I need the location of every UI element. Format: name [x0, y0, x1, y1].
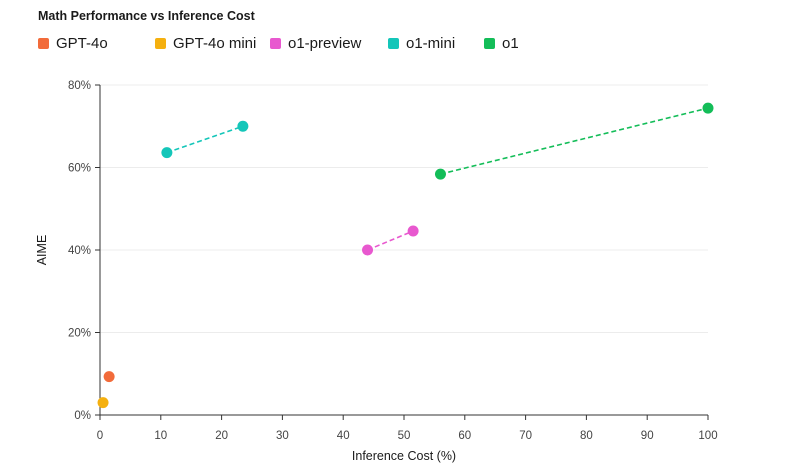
- x-tick-label-9: 90: [641, 430, 654, 442]
- legend-item-o1-preview: o1-preview: [270, 35, 388, 52]
- legend-swatch-gpt-4o-mini: [155, 38, 166, 49]
- data-point-o1-preview-0: [362, 244, 374, 256]
- x-tick-label-10: 100: [698, 430, 717, 442]
- legend-item-gpt-4o: GPT-4o: [38, 35, 155, 52]
- x-tick-label-8: 80: [580, 430, 593, 442]
- y-tick-label-2: 40%: [68, 245, 91, 257]
- y-axis-title: AIME: [35, 235, 49, 266]
- legend-swatch-o1: [484, 38, 495, 49]
- data-point-o1-mini-0: [161, 147, 173, 159]
- data-point-gpt-4o-mini-0: [97, 397, 109, 409]
- y-tick-label-1: 20%: [68, 328, 91, 340]
- x-tick-label-3: 30: [276, 430, 289, 442]
- data-point-o1-preview-1: [407, 225, 419, 237]
- chart-title: Math Performance vs Inference Cost: [38, 9, 255, 23]
- data-point-gpt-4o-0: [103, 371, 115, 383]
- legend-label-o1-mini: o1-mini: [406, 35, 456, 52]
- data-point-o1-1: [702, 102, 714, 114]
- x-tick-label-1: 10: [154, 430, 167, 442]
- series-line-o1-preview: [367, 230, 414, 251]
- series-line-o1: [440, 107, 709, 175]
- legend-item-gpt-4o-mini: GPT-4o mini: [155, 35, 270, 52]
- x-tick-label-5: 50: [398, 430, 411, 442]
- y-tick-label-0: 0%: [74, 410, 91, 422]
- data-point-o1-mini-1: [237, 120, 249, 132]
- x-tick-label-0: 0: [97, 430, 103, 442]
- legend-label-gpt-4o: GPT-4o: [56, 35, 108, 52]
- x-tick-label-2: 20: [215, 430, 228, 442]
- legend-swatch-o1-mini: [388, 38, 399, 49]
- legend-swatch-gpt-4o: [38, 38, 49, 49]
- legend-label-o1: o1: [502, 35, 519, 52]
- y-tick-label-4: 80%: [68, 80, 91, 92]
- x-tick-label-6: 60: [458, 430, 471, 442]
- series-line-o1-mini: [166, 125, 244, 154]
- legend-label-o1-preview: o1-preview: [288, 35, 362, 52]
- legend-item-o1: o1: [484, 35, 544, 52]
- data-point-o1-0: [434, 168, 446, 180]
- legend: GPT-4o GPT-4o mini o1-preview o1-mini o1: [38, 35, 544, 52]
- x-tick-label-4: 40: [337, 430, 350, 442]
- legend-swatch-o1-preview: [270, 38, 281, 49]
- legend-item-o1-mini: o1-mini: [388, 35, 484, 52]
- x-tick-label-7: 70: [519, 430, 532, 442]
- x-axis-title: Inference Cost (%): [352, 449, 456, 463]
- legend-label-gpt-4o-mini: GPT-4o mini: [173, 35, 257, 52]
- y-tick-label-3: 60%: [68, 163, 91, 175]
